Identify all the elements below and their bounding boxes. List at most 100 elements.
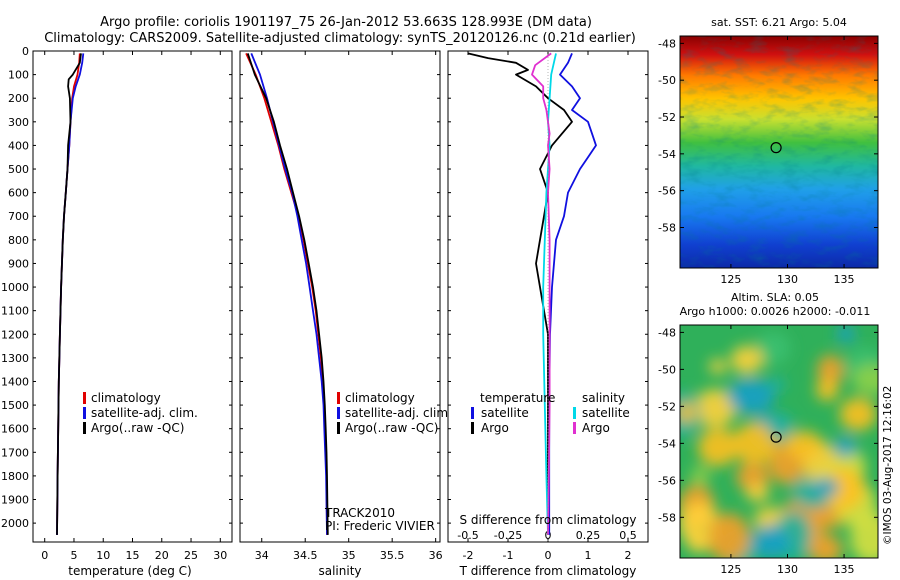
- x-tick-label: 35.5: [380, 549, 405, 562]
- legend-label-climatology: climatology: [345, 391, 415, 405]
- lon-tick-label: 125: [720, 563, 741, 576]
- x-tick-label: 34: [255, 549, 269, 562]
- sst-map-frame: [679, 35, 879, 269]
- x-tick-label: 35: [342, 549, 356, 562]
- t-difference-label: T difference from climatology: [459, 564, 637, 578]
- sla-blob: [808, 534, 843, 558]
- sla-blob: [680, 401, 696, 424]
- legend-title-temperature: temperature: [480, 391, 555, 405]
- x-tick-label: 20: [155, 549, 169, 562]
- depth-tick-label: 1200: [1, 328, 29, 341]
- depth-tick-label: 500: [8, 163, 29, 176]
- depth-tick-label: 700: [8, 210, 29, 223]
- difference-depth-ticks: [448, 50, 648, 524]
- legend-swatch-argo: [337, 422, 340, 434]
- temperature-depth-ticks: 0 100 200 300 400 500 600 700 800 900 1000 1100 1200…: [1, 45, 232, 530]
- salinity-xlabel: salinity: [318, 564, 361, 578]
- legend-label-s-satellite: satellite: [582, 406, 630, 420]
- sla-field: [680, 325, 878, 558]
- s-difference-label: S difference from climatology: [460, 513, 637, 527]
- depth-tick-label: 1800: [1, 470, 29, 483]
- sla-map-title-2: Argo h1000: 0.0026 h2000: -0.011: [680, 305, 871, 318]
- legend-swatch-t-satellite: [471, 407, 474, 419]
- sla-blob: [745, 484, 770, 502]
- x-tick-label: -1: [503, 549, 514, 562]
- title-line-1: Argo profile: coriolis 1901197_75 26-Jan…: [100, 15, 592, 30]
- difference-legend: temperature satellite Argo salinity sate…: [471, 391, 630, 435]
- legend-swatch-argo: [83, 422, 86, 434]
- salinity-depth-ticks: [240, 50, 440, 524]
- difference-x-ticks: -2 -1 0 1 2: [463, 51, 632, 562]
- x-tick-label: 0: [545, 549, 552, 562]
- legend-swatch-s-argo: [573, 422, 576, 434]
- salinity-legend: climatology satellite-adj. clim. Argo(..…: [337, 391, 452, 435]
- s-tick-label: 0.25: [576, 529, 601, 542]
- depth-tick-label: 1300: [1, 352, 29, 365]
- sla-blob: [707, 513, 751, 558]
- lon-tick-label: 130: [777, 273, 798, 286]
- difference-panel: -2 -1 0 1 2 -0.5 -0.25 0 0.25 0.5 S difference f…: [447, 50, 649, 578]
- sla-blobs: [680, 325, 878, 558]
- sst-lon-ticks: 125 130 135: [720, 36, 855, 286]
- sla-blob: [815, 378, 839, 402]
- depth-tick-label: 400: [8, 139, 29, 152]
- depth-tick-label: 0: [22, 45, 29, 58]
- sla-blob: [852, 364, 878, 395]
- x-tick-label: -2: [463, 549, 474, 562]
- temperature-lines: [56, 53, 85, 535]
- legend-label-satellite: satellite-adj. clim.: [345, 406, 452, 420]
- sla-blob: [755, 331, 791, 366]
- depth-tick-label: 200: [8, 92, 29, 105]
- x-tick-label: 34.5: [293, 549, 318, 562]
- depth-tick-label: 1500: [1, 399, 29, 412]
- lat-tick-label: -54: [658, 148, 676, 161]
- sla-blob: [752, 525, 789, 558]
- sla-blob: [836, 325, 855, 343]
- sla-map-panel: Altim. SLA: 0.05 Argo h1000: 0.0026 h200…: [658, 291, 879, 576]
- sla-blob: [727, 378, 775, 414]
- sla-blob: [686, 532, 710, 553]
- lon-tick-label: 125: [720, 273, 741, 286]
- sla-blob: [697, 428, 739, 467]
- depth-tick-label: 900: [8, 257, 29, 270]
- depth-tick-label: 600: [8, 187, 29, 200]
- salinity-x-ticks: 34 34.5 35 35.5 36: [255, 51, 443, 562]
- temperature-panel: 0100200300400500600700800900100011001200…: [1, 45, 233, 578]
- s-tick-label: -0.25: [494, 529, 522, 542]
- lat-tick-label: -58: [658, 221, 676, 234]
- sla-blob: [784, 430, 823, 459]
- lon-tick-label: 135: [834, 273, 855, 286]
- lat-tick-label: -52: [658, 111, 676, 124]
- depth-tick-label: 1600: [1, 423, 29, 436]
- sla-blob: [730, 345, 763, 374]
- s-tick-label: 0.5: [619, 529, 637, 542]
- legend-swatch-satellite: [83, 407, 86, 419]
- legend-label-argo: Argo(..raw -QC): [91, 421, 184, 435]
- sla-blob: [709, 359, 727, 374]
- legend-swatch-t-argo: [471, 422, 474, 434]
- depth-tick-label: 300: [8, 116, 29, 129]
- temperature-legend: climatology satellite-adj. clim. Argo(..…: [83, 391, 198, 435]
- sla-blob: [690, 466, 711, 485]
- legend-label-t-satellite: satellite: [481, 406, 529, 420]
- s-tick-label: -0.5: [457, 529, 478, 542]
- depth-tick-label: 1400: [1, 375, 29, 388]
- sla-blob: [817, 354, 844, 387]
- sla-blob: [834, 436, 857, 458]
- lat-tick-label: -54: [658, 437, 676, 450]
- x-tick-label: 5: [70, 549, 77, 562]
- legend-swatch-climatology: [83, 392, 86, 404]
- sla-blob: [766, 377, 787, 392]
- depth-tick-label: 1000: [1, 281, 29, 294]
- sla-blob: [812, 477, 840, 498]
- sla-map-frame: [679, 324, 879, 559]
- series-line: [246, 53, 329, 535]
- legend-swatch-climatology: [337, 392, 340, 404]
- x-tick-label: 2: [625, 549, 632, 562]
- series-line: [531, 52, 552, 535]
- title-line-2: Climatology: CARS2009. Satellite-adjuste…: [44, 31, 636, 46]
- sla-blob: [850, 511, 878, 558]
- sst-argo-marker: [770, 142, 782, 154]
- sst-map-panel: sat. SST: 6.21 Argo: 5.04 -48 -50 -52 -54 -5…: [658, 16, 879, 286]
